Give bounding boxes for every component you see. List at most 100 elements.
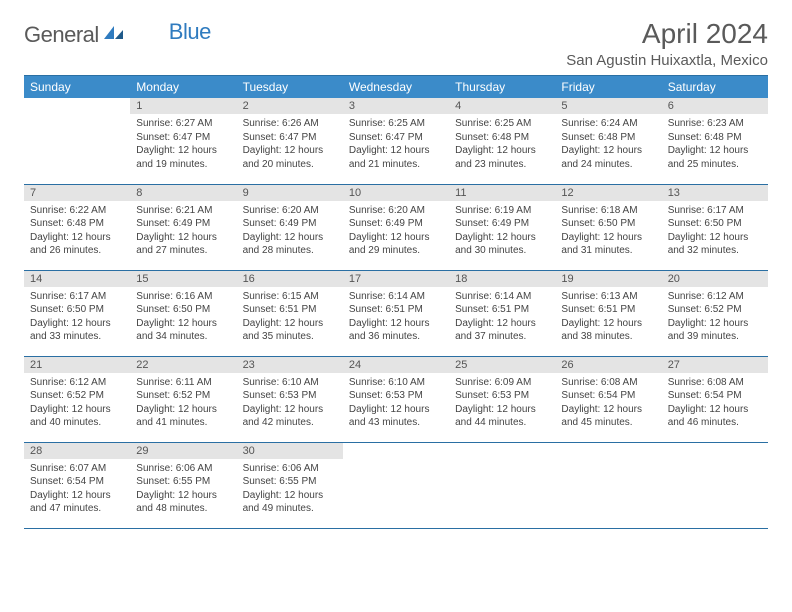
day-info: Sunrise: 6:21 AMSunset: 6:49 PMDaylight:… — [130, 201, 236, 262]
sunset-text: Sunset: 6:49 PM — [136, 217, 230, 231]
calendar-cell: 24Sunrise: 6:10 AMSunset: 6:53 PMDayligh… — [343, 356, 449, 442]
calendar-cell — [555, 442, 661, 528]
calendar-row: 14Sunrise: 6:17 AMSunset: 6:50 PMDayligh… — [24, 270, 768, 356]
day-number: 22 — [130, 357, 236, 373]
day-number: 23 — [237, 357, 343, 373]
daylight-text: Daylight: 12 hours and 44 minutes. — [455, 403, 549, 430]
sunset-text: Sunset: 6:52 PM — [668, 303, 762, 317]
sunset-text: Sunset: 6:49 PM — [455, 217, 549, 231]
day-number — [343, 443, 449, 459]
calendar-cell: 21Sunrise: 6:12 AMSunset: 6:52 PMDayligh… — [24, 356, 130, 442]
day-number: 5 — [555, 98, 661, 114]
calendar-cell: 13Sunrise: 6:17 AMSunset: 6:50 PMDayligh… — [662, 184, 768, 270]
calendar-cell: 16Sunrise: 6:15 AMSunset: 6:51 PMDayligh… — [237, 270, 343, 356]
day-header: Monday — [130, 76, 236, 99]
daylight-text: Daylight: 12 hours and 40 minutes. — [30, 403, 124, 430]
calendar-cell: 12Sunrise: 6:18 AMSunset: 6:50 PMDayligh… — [555, 184, 661, 270]
day-number: 19 — [555, 271, 661, 287]
day-number: 3 — [343, 98, 449, 114]
day-number: 30 — [237, 443, 343, 459]
day-number: 12 — [555, 185, 661, 201]
day-number: 4 — [449, 98, 555, 114]
day-number: 1 — [130, 98, 236, 114]
day-info: Sunrise: 6:22 AMSunset: 6:48 PMDaylight:… — [24, 201, 130, 262]
day-number — [662, 443, 768, 459]
sunrise-text: Sunrise: 6:22 AM — [30, 204, 124, 218]
calendar-body: 1Sunrise: 6:27 AMSunset: 6:47 PMDaylight… — [24, 98, 768, 528]
day-number: 11 — [449, 185, 555, 201]
daylight-text: Daylight: 12 hours and 49 minutes. — [243, 489, 337, 516]
sunrise-text: Sunrise: 6:09 AM — [455, 376, 549, 390]
daylight-text: Daylight: 12 hours and 43 minutes. — [349, 403, 443, 430]
calendar-row: 1Sunrise: 6:27 AMSunset: 6:47 PMDaylight… — [24, 98, 768, 184]
sunrise-text: Sunrise: 6:06 AM — [136, 462, 230, 476]
day-info: Sunrise: 6:24 AMSunset: 6:48 PMDaylight:… — [555, 114, 661, 175]
day-number: 6 — [662, 98, 768, 114]
day-number: 17 — [343, 271, 449, 287]
day-number: 26 — [555, 357, 661, 373]
daylight-text: Daylight: 12 hours and 21 minutes. — [349, 144, 443, 171]
day-info: Sunrise: 6:27 AMSunset: 6:47 PMDaylight:… — [130, 114, 236, 175]
sunrise-text: Sunrise: 6:12 AM — [30, 376, 124, 390]
day-info: Sunrise: 6:12 AMSunset: 6:52 PMDaylight:… — [662, 287, 768, 348]
day-info: Sunrise: 6:10 AMSunset: 6:53 PMDaylight:… — [343, 373, 449, 434]
sunset-text: Sunset: 6:48 PM — [30, 217, 124, 231]
sunset-text: Sunset: 6:48 PM — [668, 131, 762, 145]
daylight-text: Daylight: 12 hours and 29 minutes. — [349, 231, 443, 258]
calendar-cell — [449, 442, 555, 528]
day-number: 8 — [130, 185, 236, 201]
daylight-text: Daylight: 12 hours and 45 minutes. — [561, 403, 655, 430]
daylight-text: Daylight: 12 hours and 34 minutes. — [136, 317, 230, 344]
calendar-cell: 8Sunrise: 6:21 AMSunset: 6:49 PMDaylight… — [130, 184, 236, 270]
sunset-text: Sunset: 6:51 PM — [349, 303, 443, 317]
sunrise-text: Sunrise: 6:21 AM — [136, 204, 230, 218]
daylight-text: Daylight: 12 hours and 32 minutes. — [668, 231, 762, 258]
day-info: Sunrise: 6:18 AMSunset: 6:50 PMDaylight:… — [555, 201, 661, 262]
page: General Blue April 2024 San Agustin Huix… — [0, 0, 792, 539]
sunrise-text: Sunrise: 6:27 AM — [136, 117, 230, 131]
day-number — [449, 443, 555, 459]
day-number — [24, 98, 130, 114]
sunrise-text: Sunrise: 6:25 AM — [455, 117, 549, 131]
daylight-text: Daylight: 12 hours and 48 minutes. — [136, 489, 230, 516]
sunrise-text: Sunrise: 6:17 AM — [668, 204, 762, 218]
sunrise-text: Sunrise: 6:24 AM — [561, 117, 655, 131]
calendar-cell: 17Sunrise: 6:14 AMSunset: 6:51 PMDayligh… — [343, 270, 449, 356]
day-number: 2 — [237, 98, 343, 114]
sunset-text: Sunset: 6:54 PM — [30, 475, 124, 489]
day-info: Sunrise: 6:15 AMSunset: 6:51 PMDaylight:… — [237, 287, 343, 348]
day-number: 9 — [237, 185, 343, 201]
sunrise-text: Sunrise: 6:18 AM — [561, 204, 655, 218]
location: San Agustin Huixaxtla, Mexico — [566, 52, 768, 69]
sunset-text: Sunset: 6:48 PM — [455, 131, 549, 145]
day-number: 20 — [662, 271, 768, 287]
sunrise-text: Sunrise: 6:23 AM — [668, 117, 762, 131]
sunrise-text: Sunrise: 6:15 AM — [243, 290, 337, 304]
sunset-text: Sunset: 6:49 PM — [243, 217, 337, 231]
day-number: 27 — [662, 357, 768, 373]
daylight-text: Daylight: 12 hours and 23 minutes. — [455, 144, 549, 171]
calendar-cell: 3 Sunrise: 6:25 AMSunset: 6:47 PMDaylight… — [343, 98, 449, 184]
sunrise-text: Sunrise: 6:19 AM — [455, 204, 549, 218]
day-info: Sunrise: 6:09 AMSunset: 6:53 PMDaylight:… — [449, 373, 555, 434]
sunrise-text: Sunrise: 6:25 AM — [349, 117, 443, 131]
daylight-text: Daylight: 12 hours and 38 minutes. — [561, 317, 655, 344]
sunset-text: Sunset: 6:54 PM — [668, 389, 762, 403]
calendar-cell: 10Sunrise: 6:20 AMSunset: 6:49 PMDayligh… — [343, 184, 449, 270]
day-info: Sunrise: 6:17 AMSunset: 6:50 PMDaylight:… — [24, 287, 130, 348]
title-block: April 2024 San Agustin Huixaxtla, Mexico — [566, 18, 768, 69]
day-header: Friday — [555, 76, 661, 99]
sunset-text: Sunset: 6:52 PM — [30, 389, 124, 403]
daylight-text: Daylight: 12 hours and 30 minutes. — [455, 231, 549, 258]
sunrise-text: Sunrise: 6:26 AM — [243, 117, 337, 131]
day-info: Sunrise: 6:16 AMSunset: 6:50 PMDaylight:… — [130, 287, 236, 348]
day-number: 14 — [24, 271, 130, 287]
sunrise-text: Sunrise: 6:20 AM — [349, 204, 443, 218]
calendar-cell — [343, 442, 449, 528]
daylight-text: Daylight: 12 hours and 35 minutes. — [243, 317, 337, 344]
sunset-text: Sunset: 6:47 PM — [349, 131, 443, 145]
daylight-text: Daylight: 12 hours and 37 minutes. — [455, 317, 549, 344]
day-info: Sunrise: 6:06 AMSunset: 6:55 PMDaylight:… — [237, 459, 343, 520]
daylight-text: Daylight: 12 hours and 31 minutes. — [561, 231, 655, 258]
calendar-cell: 18Sunrise: 6:14 AMSunset: 6:51 PMDayligh… — [449, 270, 555, 356]
